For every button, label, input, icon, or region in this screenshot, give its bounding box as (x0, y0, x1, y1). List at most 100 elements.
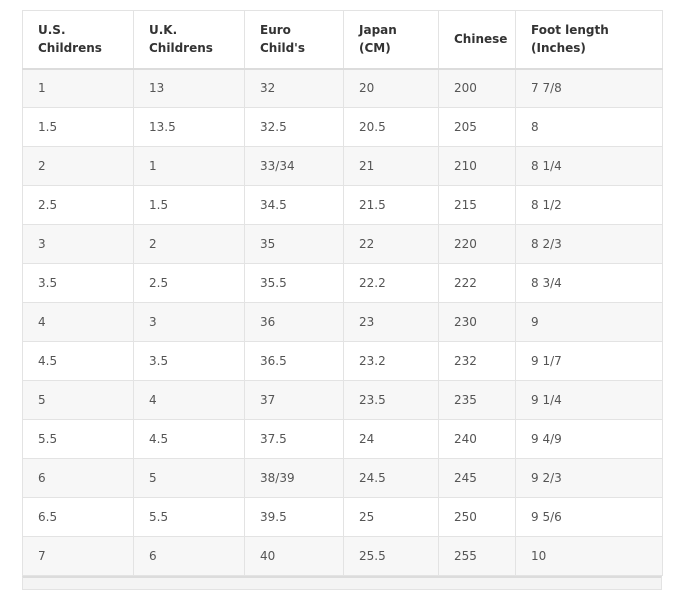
table-cell: 5.5 (22, 419, 134, 459)
table-cell: 8 2/3 (515, 224, 663, 264)
table-body: 1 13 32 20 200 7 7/8 1.5 13.5 32.5 20.5 205 8 2 1 33/3… (22, 68, 663, 576)
header-cell: Chinese (438, 10, 516, 70)
table-cell: 36.5 (244, 341, 344, 381)
table-row: 2 1 33/34 21 210 8 1/4 (22, 146, 663, 186)
table-cell: 5 (22, 380, 134, 420)
header-text: (CM) (359, 41, 391, 56)
table-cell: 37 (244, 380, 344, 420)
table-cell: 40 (244, 536, 344, 576)
table-cell: 22.2 (343, 263, 439, 303)
table-cell: 1 (22, 68, 134, 108)
table-cell: 24 (343, 419, 439, 459)
table-cell: 3.5 (22, 263, 134, 303)
table-row: 1.5 13.5 32.5 20.5 205 8 (22, 107, 663, 147)
table-cell: 205 (438, 107, 516, 147)
header-text: U.S. (38, 23, 66, 38)
header-text: Childrens (38, 41, 102, 56)
table-cell: 215 (438, 185, 516, 225)
table-cell: 5.5 (133, 497, 245, 537)
table-cell: 25 (343, 497, 439, 537)
table-cell: 255 (438, 536, 516, 576)
table-cell: 23.2 (343, 341, 439, 381)
table-cell: 9 5/6 (515, 497, 663, 537)
table-cell: 4.5 (22, 341, 134, 381)
table-cell: 21 (343, 146, 439, 186)
table-cell: 35.5 (244, 263, 344, 303)
table-cell: 1.5 (133, 185, 245, 225)
table-cell: 3 (22, 224, 134, 264)
header-cell: U.S. Childrens (22, 10, 134, 70)
table-row: 2.5 1.5 34.5 21.5 215 8 1/2 (22, 185, 663, 225)
table-cell: 250 (438, 497, 516, 537)
table-row: 6.5 5.5 39.5 25 250 9 5/6 (22, 497, 663, 537)
table-cell: 37.5 (244, 419, 344, 459)
table-cell: 7 7/8 (515, 68, 663, 108)
table-cell: 9 2/3 (515, 458, 663, 498)
header-cell: Japan (CM) (343, 10, 439, 70)
header-text: Childrens (149, 41, 213, 56)
table-cell: 2.5 (133, 263, 245, 303)
table-cell: 10 (515, 536, 663, 576)
table-row: 5 4 37 23.5 235 9 1/4 (22, 380, 663, 420)
table-cell: 222 (438, 263, 516, 303)
header-cell: Euro Child's (244, 10, 344, 70)
table-cell: 13 (133, 68, 245, 108)
table-row: 6 5 38/39 24.5 245 9 2/3 (22, 458, 663, 498)
table-cell: 34.5 (244, 185, 344, 225)
table-cell: 24.5 (343, 458, 439, 498)
table-cell: 210 (438, 146, 516, 186)
header-row: U.S. Childrens U.K. Childrens Euro Child's Jap… (22, 10, 663, 70)
header-text: Child's (260, 41, 305, 56)
table-cell: 9 1/7 (515, 341, 663, 381)
table-cell: 39.5 (244, 497, 344, 537)
table-cell: 22 (343, 224, 439, 264)
table-cell: 9 4/9 (515, 419, 663, 459)
table-cell: 36 (244, 302, 344, 342)
header-text: Japan (359, 23, 397, 38)
table-cell: 20 (343, 68, 439, 108)
table-cell: 3 (133, 302, 245, 342)
table-cell: 25.5 (343, 536, 439, 576)
header-text: (Inches) (531, 41, 586, 56)
table-cell: 240 (438, 419, 516, 459)
table-cell: 6 (22, 458, 134, 498)
size-table: U.S. Childrens U.K. Childrens Euro Child's Jap… (22, 10, 663, 576)
table-cell: 4 (133, 380, 245, 420)
table-cell: 232 (438, 341, 516, 381)
table-cell: 6 (133, 536, 245, 576)
table-cell: 230 (438, 302, 516, 342)
table-cell: 13.5 (133, 107, 245, 147)
table-cell: 220 (438, 224, 516, 264)
table-row: 3 2 35 22 220 8 2/3 (22, 224, 663, 264)
table-cell: 8 (515, 107, 663, 147)
table-row: 4.5 3.5 36.5 23.2 232 9 1/7 (22, 341, 663, 381)
table-cell: 235 (438, 380, 516, 420)
table-cell: 38/39 (244, 458, 344, 498)
table-cell: 1 (133, 146, 245, 186)
header-cell: Foot length (Inches) (515, 10, 663, 70)
table-row: 4 3 36 23 230 9 (22, 302, 663, 342)
table-cell: 33/34 (244, 146, 344, 186)
table-row: 5.5 4.5 37.5 24 240 9 4/9 (22, 419, 663, 459)
table-cell: 9 (515, 302, 663, 342)
table-footer-strip (22, 576, 662, 590)
table-cell: 21.5 (343, 185, 439, 225)
table-row: 7 6 40 25.5 255 10 (22, 536, 663, 576)
header-text: U.K. (149, 23, 178, 38)
table-cell: 32.5 (244, 107, 344, 147)
table-cell: 1.5 (22, 107, 134, 147)
table-cell: 35 (244, 224, 344, 264)
table-cell: 32 (244, 68, 344, 108)
table-cell: 2 (22, 146, 134, 186)
table-cell: 7 (22, 536, 134, 576)
table-cell: 4.5 (133, 419, 245, 459)
table-cell: 2 (133, 224, 245, 264)
table-cell: 6.5 (22, 497, 134, 537)
header-text: Chinese (454, 32, 508, 47)
header-cell: U.K. Childrens (133, 10, 245, 70)
table-cell: 4 (22, 302, 134, 342)
table-cell: 20.5 (343, 107, 439, 147)
table-cell: 23 (343, 302, 439, 342)
table-cell: 5 (133, 458, 245, 498)
